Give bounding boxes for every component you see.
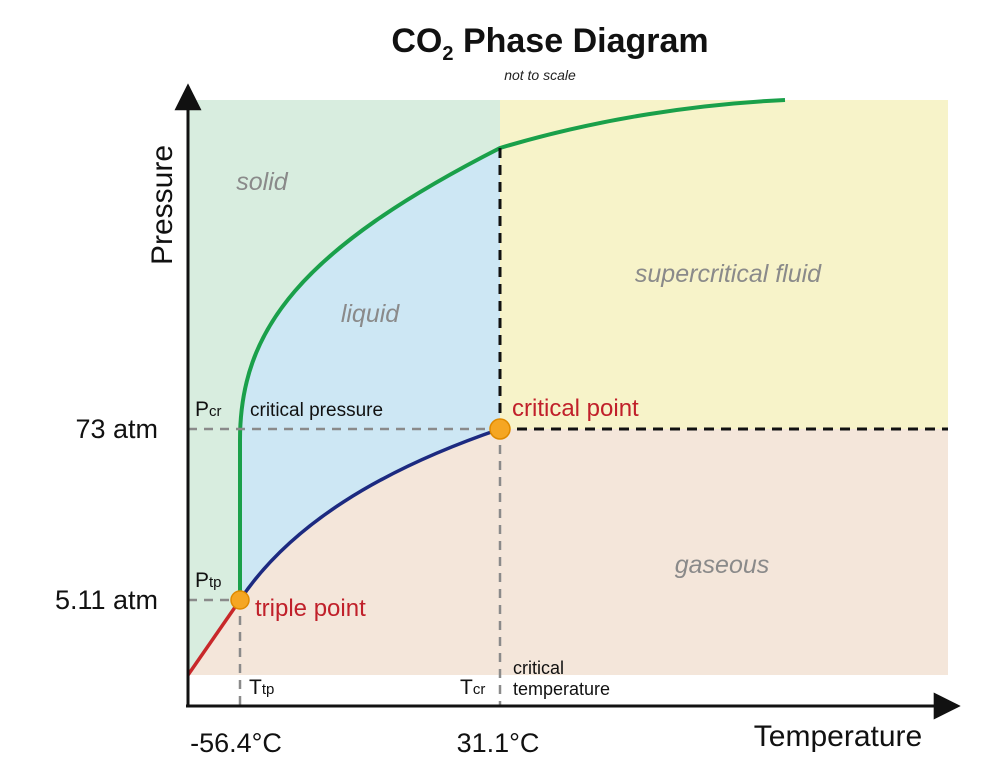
liquid-region-label: liquid	[341, 300, 400, 328]
triple-point-marker	[230, 590, 250, 610]
critical-point-marker	[489, 418, 511, 440]
critical-temperature-text-line1: critical	[513, 658, 564, 678]
boiling-curve	[238, 427, 501, 601]
y-tick-triple-pressure: 5.11 atm	[55, 585, 158, 615]
supercritical-region-label: supercritical fluid	[635, 260, 822, 288]
y-tick-critical-pressure: 73 atm	[75, 414, 158, 444]
triple-point-label: triple point	[255, 595, 366, 622]
triple-temperature-symbol: Ttp	[249, 676, 274, 699]
critical-temperature-text-line2: temperature	[513, 679, 610, 699]
diagram-subtitle: not to scale	[504, 67, 576, 83]
critical-temperature-symbol: Tcr	[460, 676, 485, 699]
x-tick-critical-temperature: 31.1°C	[457, 728, 540, 758]
supercritical-region	[500, 100, 948, 429]
critical-pressure-symbol: Pcr	[195, 398, 222, 421]
diagram-title: CO2 Phase Diagram	[391, 22, 708, 65]
critical-point-label: critical point	[512, 395, 639, 422]
x-axis-title: Temperature	[754, 720, 922, 753]
y-axis-title: Pressure	[146, 145, 179, 265]
gaseous-region-label: gaseous	[675, 551, 770, 579]
melting-curve	[238, 98, 786, 600]
solid-region	[188, 100, 785, 675]
x-tick-triple-temperature: -56.4°C	[190, 728, 282, 758]
liquid-region	[240, 148, 500, 600]
sublimation-curve	[186, 599, 242, 676]
triple-pressure-symbol: Ptp	[195, 569, 222, 592]
critical-pressure-text: critical pressure	[250, 400, 383, 421]
solid-region-label: solid	[236, 168, 289, 196]
